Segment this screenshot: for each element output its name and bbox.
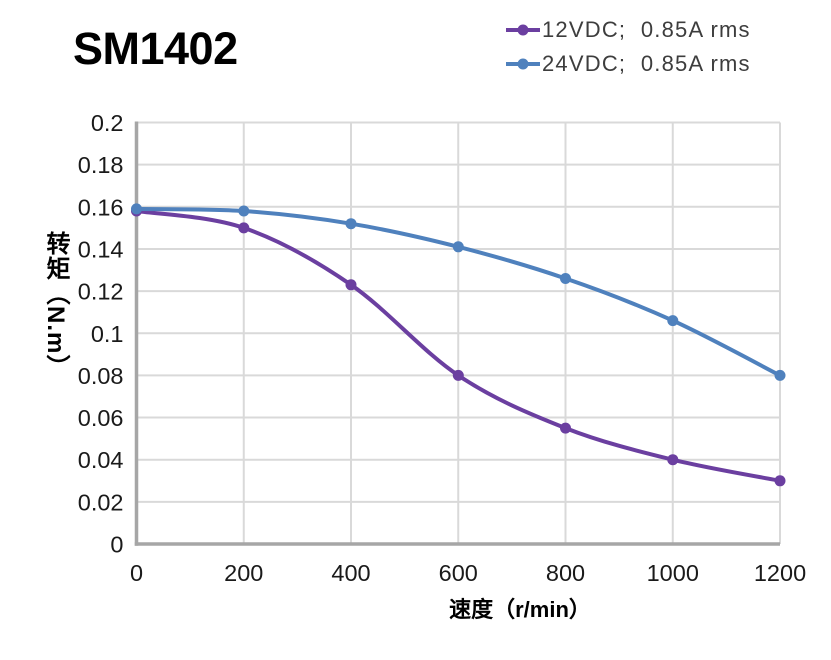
y-tick-label-0.04: 0.04 <box>78 447 124 473</box>
x-tick-label-0: 0 <box>130 560 143 586</box>
x-tick-label-1200: 1200 <box>754 560 806 586</box>
data-point-12vdc-200 <box>238 222 250 234</box>
data-point-24vdc-400 <box>345 218 357 230</box>
data-point-24vdc-200 <box>238 205 250 217</box>
data-point-24vdc-600 <box>452 241 464 253</box>
x-tick-label-600: 600 <box>439 560 478 586</box>
legend-label-12vdc: 12VDC; 0.85A rms <box>542 16 751 42</box>
y-tick-label-0.1: 0.1 <box>91 321 124 347</box>
y-tick-label-0.16: 0.16 <box>78 194 124 220</box>
y-tick-label-0.14: 0.14 <box>78 236 124 262</box>
data-point-24vdc-1200 <box>774 369 786 381</box>
y-tick-label-0.08: 0.08 <box>78 363 124 389</box>
page-title: SM1402 <box>73 23 238 74</box>
data-point-12vdc-600 <box>452 369 464 381</box>
legend-line-marker-24vdc-icon <box>506 58 540 69</box>
legend-line-marker-12vdc-icon <box>506 24 540 35</box>
legend-item-24vdc: 24VDC; 0.85A rms <box>505 47 751 80</box>
data-point-24vdc-1000 <box>667 315 679 327</box>
x-axis-title: 速度（r/min） <box>449 597 591 622</box>
y-tick-label-0: 0 <box>110 532 123 558</box>
legend-dot-12vdc <box>517 24 529 35</box>
y-tick-label-0.06: 0.06 <box>78 405 124 431</box>
data-point-12vdc-400 <box>345 279 357 291</box>
x-tick-label-1000: 1000 <box>647 560 699 586</box>
x-tick-label-400: 400 <box>331 560 370 586</box>
data-point-12vdc-1000 <box>667 454 679 466</box>
y-tick-label-0.12: 0.12 <box>78 279 124 305</box>
data-point-12vdc-800 <box>560 422 571 434</box>
y-tick-label-0.02: 0.02 <box>78 489 124 515</box>
y-tick-label-0.2: 0.2 <box>91 110 124 136</box>
legend-dot-24vdc <box>517 58 529 69</box>
data-point-24vdc-0 <box>131 203 142 215</box>
x-tick-label-800: 800 <box>546 560 585 586</box>
y-axis-title: 转矩（N.m） <box>42 231 69 380</box>
x-tick-label-200: 200 <box>224 560 263 586</box>
y-tick-label-0.18: 0.18 <box>78 152 124 178</box>
legend-item-12vdc: 12VDC; 0.85A rms <box>505 13 751 46</box>
data-point-24vdc-800 <box>560 273 571 284</box>
chart-legend: 12VDC; 0.85A rms 24VDC; 0.85A rms <box>505 13 751 80</box>
data-point-12vdc-1200 <box>774 475 786 487</box>
legend-label-24vdc: 24VDC; 0.85A rms <box>542 50 751 76</box>
